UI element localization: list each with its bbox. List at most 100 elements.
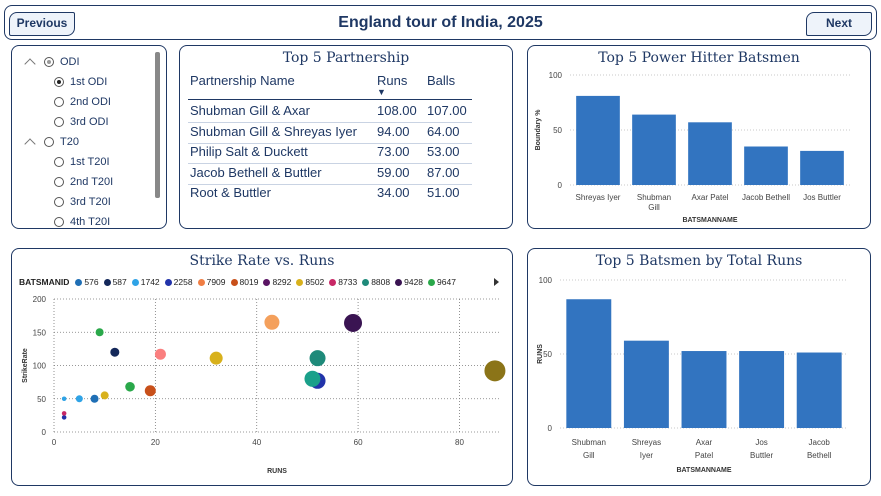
scatter-point[interactable] — [125, 381, 135, 392]
radio-button[interactable] — [54, 177, 64, 187]
chevron-up-icon[interactable] — [24, 58, 36, 70]
page-title: England tour of India, 2025 — [338, 14, 543, 31]
scatter-point[interactable] — [95, 328, 104, 337]
slicer-item[interactable]: 1st ODI — [54, 76, 107, 88]
y-tick-label: 50 — [553, 126, 562, 135]
radio-button[interactable] — [44, 57, 54, 67]
legend-label: 7909 — [206, 277, 226, 287]
legend-item[interactable]: 576 — [75, 277, 99, 287]
previous-button[interactable]: Previous — [9, 12, 75, 36]
legend-label: 587 — [112, 277, 127, 287]
legend-item[interactable]: 8292 — [263, 277, 291, 287]
next-button[interactable]: Next — [806, 12, 872, 36]
legend-item[interactable]: 7909 — [197, 277, 226, 287]
legend-dot-icon — [131, 278, 139, 286]
legend-item[interactable]: 9428 — [395, 277, 423, 287]
radio-button[interactable] — [54, 97, 64, 107]
runs-cell: 73.00 — [377, 144, 410, 159]
scatter-point[interactable] — [309, 350, 326, 367]
x-tick-label: Bethell — [807, 451, 832, 460]
legend-dot-icon — [263, 278, 271, 286]
radio-button[interactable] — [54, 197, 64, 207]
bar[interactable] — [566, 299, 612, 428]
slicer-item[interactable]: 1st T20I — [54, 156, 110, 168]
radio-button[interactable] — [54, 217, 64, 227]
col-header-balls[interactable]: Balls — [427, 73, 456, 88]
scatter-point[interactable] — [90, 394, 99, 403]
radio-button[interactable] — [54, 77, 64, 87]
slicer-item[interactable]: T20 — [24, 136, 79, 150]
bar[interactable] — [576, 95, 620, 185]
slicer-scrollbar[interactable] — [155, 52, 160, 198]
scatter-point[interactable] — [75, 395, 83, 403]
legend-item[interactable]: 8502 — [296, 277, 324, 287]
legend-dot-icon — [362, 278, 370, 286]
x-tick-label: 20 — [151, 438, 160, 447]
legend-next-icon[interactable] — [494, 278, 499, 286]
header-bar: Previous England tour of India, 2025 Nex… — [4, 5, 877, 40]
y-axis-title: Boundary % — [535, 109, 542, 151]
legend-label: 576 — [84, 277, 99, 287]
x-tick-label: Shreyas Iyer — [576, 193, 621, 202]
scatter-point[interactable] — [344, 313, 363, 332]
scatter-point[interactable] — [304, 370, 321, 387]
slicer-item[interactable]: 3rd ODI — [54, 116, 109, 128]
scatter-point[interactable] — [61, 396, 67, 402]
radio-button[interactable] — [54, 117, 64, 127]
scatter-point[interactable] — [100, 391, 109, 400]
y-tick-label: 0 — [42, 428, 47, 437]
legend-item[interactable]: 2258 — [164, 277, 193, 287]
row-divider — [188, 142, 472, 144]
scatter-point[interactable] — [144, 385, 156, 397]
legend-item[interactable]: 1742 — [131, 277, 160, 287]
scatter-point[interactable] — [209, 351, 223, 365]
bar[interactable] — [800, 150, 844, 185]
scatter-point[interactable] — [110, 347, 120, 357]
slicer-item[interactable]: 2nd T20I — [54, 176, 113, 188]
bar[interactable] — [796, 352, 842, 428]
x-tick-label: 60 — [354, 438, 363, 447]
bar[interactable] — [744, 146, 788, 186]
header-divider — [188, 99, 472, 100]
x-tick-label: Patel — [695, 451, 713, 460]
x-tick-label: Axar Patel — [692, 193, 729, 202]
slicer-item[interactable]: ODI — [24, 56, 80, 70]
scatter-point[interactable] — [61, 415, 67, 420]
radio-button[interactable] — [54, 157, 64, 167]
bar[interactable] — [739, 351, 785, 428]
bar[interactable] — [632, 114, 676, 185]
scatter-point[interactable] — [484, 360, 506, 382]
legend-item[interactable]: 587 — [103, 277, 127, 287]
strike-rate-scatter-panel: Strike Rate vs. Runs BATSMANID 576 587 174… — [11, 248, 513, 486]
legend-item[interactable]: 8808 — [362, 277, 390, 287]
scatter-point[interactable] — [154, 348, 166, 360]
bar[interactable] — [623, 340, 669, 428]
radio-button[interactable] — [44, 137, 54, 147]
runs-cell: 94.00 — [377, 123, 410, 139]
col-header-partnership[interactable]: Partnership Name — [190, 73, 295, 88]
x-tick-label: Shubman — [572, 438, 606, 447]
slicer-item[interactable]: 4th T20I — [54, 216, 110, 228]
row-divider — [188, 183, 472, 185]
bar[interactable] — [681, 351, 727, 428]
scatter-title: Strike Rate vs. Runs — [189, 253, 335, 269]
slicer-item[interactable]: 2nd ODI — [54, 96, 111, 108]
col-header-runs[interactable]: Runs — [377, 73, 408, 88]
legend-item[interactable]: 8733 — [329, 277, 357, 287]
total-runs-chart-panel: Top 5 Batsmen by Total Runs 0 50 100 Shubma… — [527, 248, 871, 486]
chevron-up-icon[interactable] — [24, 138, 36, 150]
scatter-point[interactable] — [264, 314, 280, 330]
legend-item[interactable]: 8019 — [230, 277, 258, 287]
legend-dot-icon — [103, 278, 111, 286]
sort-desc-icon[interactable]: ▼ — [377, 87, 386, 97]
partnership-name-cell: Shubman Gill & Axar — [190, 103, 310, 118]
legend-item[interactable]: 9647 — [428, 277, 456, 287]
scatter-point[interactable] — [61, 411, 67, 416]
match-slicer: ODI 1st ODI 2nd ODI 3rd ODI T20 1st T20I 2nd T… — [11, 45, 167, 229]
slicer-item[interactable]: 3rd T20I — [54, 196, 111, 208]
legend-dot-icon — [296, 278, 304, 286]
bar[interactable] — [688, 122, 732, 185]
runs-cell: 34.00 — [377, 185, 410, 200]
partnership-name-cell: Shubman Gill & Shreyas Iyer — [190, 123, 357, 139]
